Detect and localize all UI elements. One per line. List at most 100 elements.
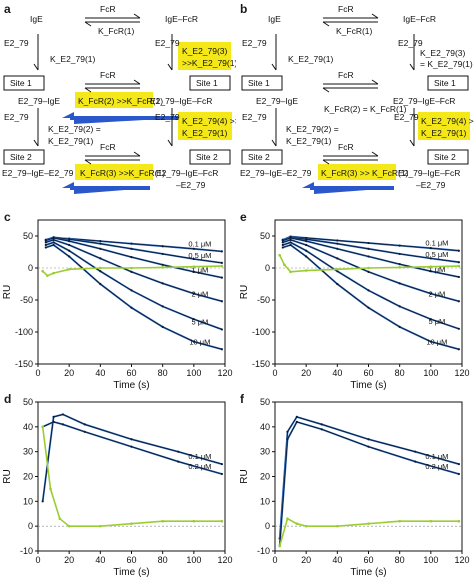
data-point <box>414 450 417 453</box>
green-series-point <box>278 544 281 548</box>
data-point <box>414 460 417 463</box>
series-label: 1 μM <box>428 265 445 274</box>
site1-box-right-b <box>427 75 469 91</box>
data-point <box>457 300 460 303</box>
k-e279-4-l2-b: K_E2_79(1) <box>421 128 467 138</box>
x-tick-label: 20 <box>301 555 311 565</box>
x-tick-label: 120 <box>217 555 232 565</box>
green-series-point <box>130 522 133 525</box>
x-tick-label: 40 <box>95 555 105 565</box>
equilibrium-arrow-b1-back <box>322 21 378 27</box>
data-point <box>99 242 102 245</box>
green-series-point <box>192 519 196 523</box>
green-series-point <box>99 266 102 270</box>
x-axis-label: Time (s) <box>113 567 149 578</box>
site2-right: Site 2 <box>196 152 218 162</box>
data-point <box>305 255 308 258</box>
green-series-point <box>457 264 461 268</box>
reaction-scheme-b: FcR IgE IgE–FcR K_FcR(1) E2_79 E2_79 K_E… <box>240 4 474 194</box>
data-point <box>192 247 195 250</box>
data-point <box>398 282 401 285</box>
data-point <box>457 327 460 330</box>
site1-box-left-b <box>241 75 283 91</box>
data-point <box>61 423 65 426</box>
highlight-k4 <box>178 112 232 140</box>
data-point <box>305 238 308 241</box>
data-point <box>457 348 460 351</box>
data-point <box>286 438 289 441</box>
data-point <box>130 270 133 273</box>
data-point <box>44 239 47 242</box>
x-tick-label: 120 <box>217 368 232 378</box>
k-e279-3-l2-b: = K_E2_79(1) <box>420 59 473 69</box>
data-line-dark <box>45 244 223 350</box>
data-point <box>220 472 223 476</box>
green-series-point <box>67 267 71 271</box>
data-point <box>130 289 133 292</box>
vertical-arrow-b4 <box>409 108 415 147</box>
data-point <box>99 270 102 273</box>
y-tick-label: 0 <box>265 263 270 273</box>
data-line-dark <box>45 237 222 279</box>
y-tick-label: 50 <box>260 397 270 407</box>
data-point <box>220 250 223 253</box>
series-label: 10 μM <box>426 337 447 346</box>
y-tick-label: -150 <box>252 359 270 369</box>
green-series-point <box>220 264 224 268</box>
y-axis-label: RU <box>2 469 13 483</box>
site2-box-left-b <box>241 149 283 165</box>
data-line-dark <box>282 239 460 302</box>
y-tick-label: -100 <box>252 327 270 337</box>
series-label: 1 μM <box>191 266 208 275</box>
green-series-point <box>304 269 308 272</box>
green-series-point <box>304 524 308 528</box>
k-e279-1: K_E2_79(1) <box>50 54 96 64</box>
chart-e: 0 20 40 60 80 100 120 -150 -100 -50 0 50 Time (s) RU 0… <box>239 219 470 391</box>
data-point <box>220 328 223 331</box>
data-point <box>336 247 339 250</box>
panel-label-b: b <box>240 2 248 16</box>
e2-79-left-2: E2_79 <box>4 112 29 122</box>
k-e279-3-l1: K_E2_79(3) <box>182 46 228 56</box>
site1-right-b: Site 1 <box>434 78 456 88</box>
fcr-bot-b: FcR <box>338 142 354 152</box>
highlight-k-fcr2 <box>75 92 153 108</box>
data-point <box>161 282 164 285</box>
data-point <box>457 249 460 252</box>
data-line-dark <box>45 241 223 330</box>
e2-79-right-2: E2_79 <box>155 112 180 122</box>
fcr-label-b: FcR <box>338 4 354 14</box>
green-series-point <box>41 269 44 273</box>
ige-label: IgE <box>30 14 43 24</box>
data-point <box>161 263 164 266</box>
data-point <box>367 247 370 250</box>
y-tick-label: 10 <box>23 496 33 506</box>
data-point <box>305 243 308 247</box>
complex-e279-ige-e279-b: E2_79–IgE–E2_79 <box>240 168 312 178</box>
data-point <box>61 413 65 416</box>
fit-line-blue <box>278 415 460 539</box>
data-point <box>398 325 401 328</box>
x-tick-label: 20 <box>301 368 311 378</box>
green-series-point <box>99 524 102 528</box>
site2-right-b: Site 2 <box>434 152 456 162</box>
y-tick-label: 20 <box>260 472 270 482</box>
x-tick-label: 40 <box>332 555 342 565</box>
y-tick-label: 40 <box>260 422 270 432</box>
k-e279-2-l2-b: K_E2_79(1) <box>286 136 332 146</box>
data-point <box>161 245 164 248</box>
site2-left: Site 2 <box>10 152 32 162</box>
series-label: 2 μM <box>428 289 445 298</box>
y-tick-label: -10 <box>257 546 270 556</box>
complex-e279-ige-fcr: E2_79–IgE–FcR <box>150 96 212 106</box>
y-tick-label: -150 <box>15 359 33 369</box>
data-point <box>429 318 432 321</box>
vertical-arrow-b2 <box>409 34 415 71</box>
vertical-arrow-b1 <box>271 34 277 71</box>
ige-fcr-label: IgE–FcR <box>165 14 198 24</box>
green-series-point <box>278 253 281 257</box>
data-point <box>457 462 460 466</box>
data-point <box>68 238 71 241</box>
data-point <box>192 318 195 321</box>
